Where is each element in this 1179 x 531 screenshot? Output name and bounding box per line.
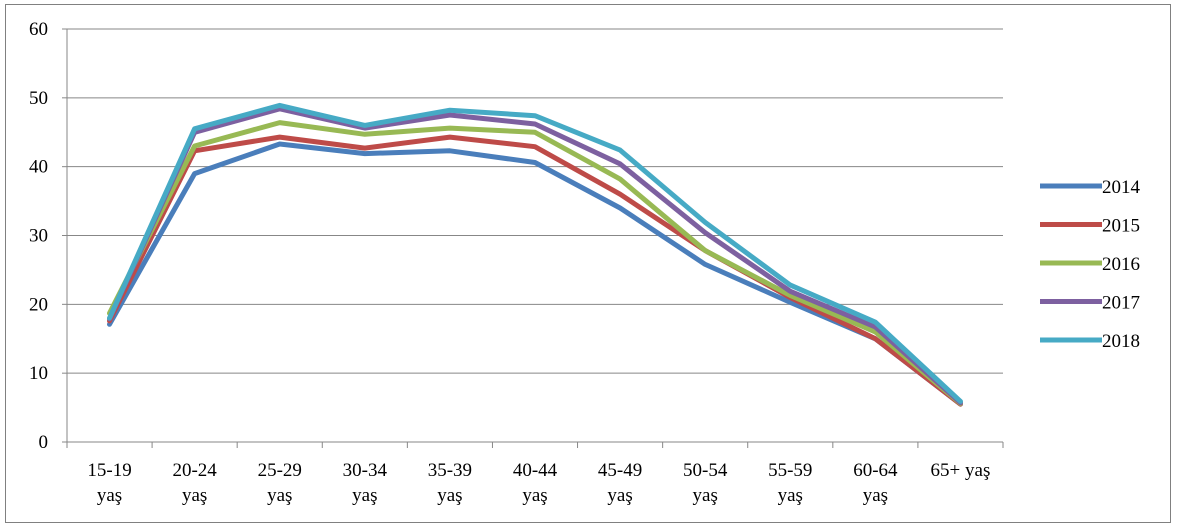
- y-axis-ticks: 0 10 20 30 40 50 60: [29, 19, 67, 453]
- legend: 2014 2015 2016 2017 2018: [1040, 177, 1141, 352]
- legend-label: 2015: [1102, 216, 1140, 237]
- legend-label: 2016: [1102, 254, 1140, 275]
- x-axis-ticks: 15-19 yaş 20-24 yaş 25-29 yaş 30-34 yaş 35-39 yaş…: [66, 442, 1004, 506]
- y-tick-label: 0: [39, 432, 49, 453]
- x-tick-label: yaş: [267, 485, 292, 506]
- x-tick-label: yaş: [437, 485, 462, 506]
- y-tick-label: 40: [29, 157, 48, 178]
- legend-label: 2018: [1102, 331, 1140, 352]
- x-tick-label: yaş: [182, 485, 207, 506]
- x-tick-label: 55-59: [768, 460, 812, 481]
- y-tick-label: 60: [29, 19, 48, 40]
- x-tick-label: yaş: [778, 485, 803, 506]
- x-tick-label: yaş: [607, 485, 632, 506]
- y-tick-label: 20: [29, 294, 48, 315]
- y-tick-label: 30: [29, 226, 48, 247]
- x-tick-label: 35-39: [428, 460, 472, 481]
- chart-frame: [5, 4, 1171, 523]
- legend-label: 2014: [1102, 177, 1141, 198]
- x-tick-label: yaş: [863, 485, 888, 506]
- x-tick-label: 40-44: [513, 460, 558, 481]
- x-tick-label: 60-64: [853, 460, 898, 481]
- series-line-2014: [107, 141, 963, 407]
- y-tick-label: 10: [29, 363, 48, 384]
- x-tick-label: 25-29: [258, 460, 302, 481]
- legend-label: 2017: [1102, 293, 1140, 314]
- x-tick-label: 20-24: [172, 460, 217, 481]
- x-tick-label: yaş: [522, 485, 547, 506]
- x-tick-label: 50-54: [683, 460, 728, 481]
- series-line-2018: [107, 102, 963, 404]
- x-tick-label: 30-34: [343, 460, 388, 481]
- x-tick-label: yaş: [352, 485, 377, 506]
- x-tick-label: yaş: [97, 485, 122, 506]
- series-line-2015: [107, 134, 963, 407]
- y-tick-label: 50: [29, 88, 48, 109]
- gridlines: [67, 28, 1003, 374]
- x-tick-label: 15-19: [87, 460, 131, 481]
- x-tick-label: 45-49: [598, 460, 642, 481]
- x-tick-label: yaş: [693, 485, 718, 506]
- series-line-2017: [107, 106, 963, 406]
- x-tick-label: 65+ yaş: [931, 460, 991, 481]
- series-lines: [107, 102, 963, 407]
